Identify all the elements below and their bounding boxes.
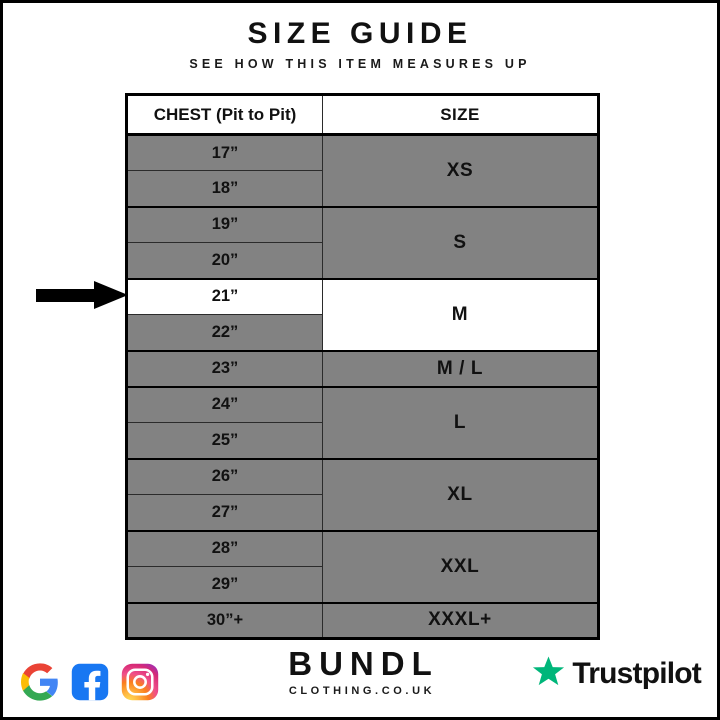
table-row: 19” S: [126, 205, 599, 279]
arrow-head: [94, 281, 128, 309]
chest-cell: 28”: [126, 529, 323, 567]
chest-cell: 21”: [126, 277, 323, 315]
chest-cell: 23”: [126, 349, 323, 387]
table-row: 27”: [126, 494, 599, 531]
column-header-size: SIZE: [322, 94, 599, 136]
table-row: 23” M / L: [126, 349, 599, 387]
page-title: SIZE GUIDE: [247, 17, 473, 50]
size-cell: XS: [322, 133, 599, 207]
trustpilot-logo[interactable]: Trustpilot: [532, 655, 702, 693]
table-row: 20”: [126, 242, 599, 279]
size-cell: XXL: [322, 529, 599, 603]
size-cell: XL: [322, 457, 599, 531]
size-cell: S: [322, 205, 599, 279]
brand-logo: BUNDL CLOTHING.CO.UK: [281, 647, 438, 697]
chest-cell: 18”: [126, 170, 323, 207]
size-cell: XXXL+: [322, 601, 599, 639]
size-cell: M / L: [322, 349, 599, 387]
table-row: 26” XL: [126, 457, 599, 531]
brand-name: BUNDL: [288, 645, 439, 683]
table-row: 18”: [126, 170, 599, 207]
size-table: CHEST (Pit to Pit) SIZE 17” XS 18” 19” S 20” 2…: [125, 93, 600, 640]
social-links: [21, 663, 159, 701]
chest-cell: 24”: [126, 385, 323, 423]
chest-cell: 27”: [126, 494, 323, 531]
size-cell: M: [322, 277, 599, 351]
column-header-chest: CHEST (Pit to Pit): [126, 94, 323, 136]
table-row: 17” XS: [126, 133, 599, 207]
size-table-body: 17” XS 18” 19” S 20” 21” M 22” 23” M / L 24” L 25” 26”…: [126, 133, 599, 639]
chest-cell: 30”+: [126, 601, 323, 639]
chest-cell: 19”: [126, 205, 323, 243]
size-cell: L: [322, 385, 599, 459]
trustpilot-star-icon: [532, 655, 565, 693]
chest-cell: 29”: [126, 566, 323, 603]
instagram-icon[interactable]: [121, 663, 159, 701]
table-row: 28” XXL: [126, 529, 599, 603]
chest-cell: 20”: [126, 242, 323, 279]
table-row: 24” L: [126, 385, 599, 459]
page-subtitle: SEE HOW THIS ITEM MEASURES UP: [189, 57, 531, 71]
table-row: 25”: [126, 422, 599, 459]
google-icon[interactable]: [21, 663, 59, 701]
table-row: 21” M: [126, 277, 599, 351]
chest-cell: 26”: [126, 457, 323, 495]
arrow-shaft: [36, 289, 98, 302]
brand-website: CLOTHING.CO.UK: [288, 685, 436, 697]
chest-cell: 22”: [126, 314, 323, 351]
table-header-row: CHEST (Pit to Pit) SIZE: [126, 94, 599, 136]
right-arrow-icon: [36, 281, 128, 309]
chest-cell: 25”: [126, 422, 323, 459]
facebook-icon[interactable]: [71, 663, 109, 701]
size-table-head: CHEST (Pit to Pit) SIZE: [126, 94, 599, 136]
table-row: 29”: [126, 566, 599, 603]
chest-cell: 17”: [126, 133, 323, 171]
table-row: 30”+ XXXL+: [126, 601, 599, 639]
footer: BUNDL CLOTHING.CO.UK Trustpilot: [3, 629, 717, 709]
trustpilot-wordmark: Trustpilot: [572, 657, 701, 690]
size-table-container: CHEST (Pit to Pit) SIZE 17” XS 18” 19” S 20” 2…: [125, 93, 600, 640]
